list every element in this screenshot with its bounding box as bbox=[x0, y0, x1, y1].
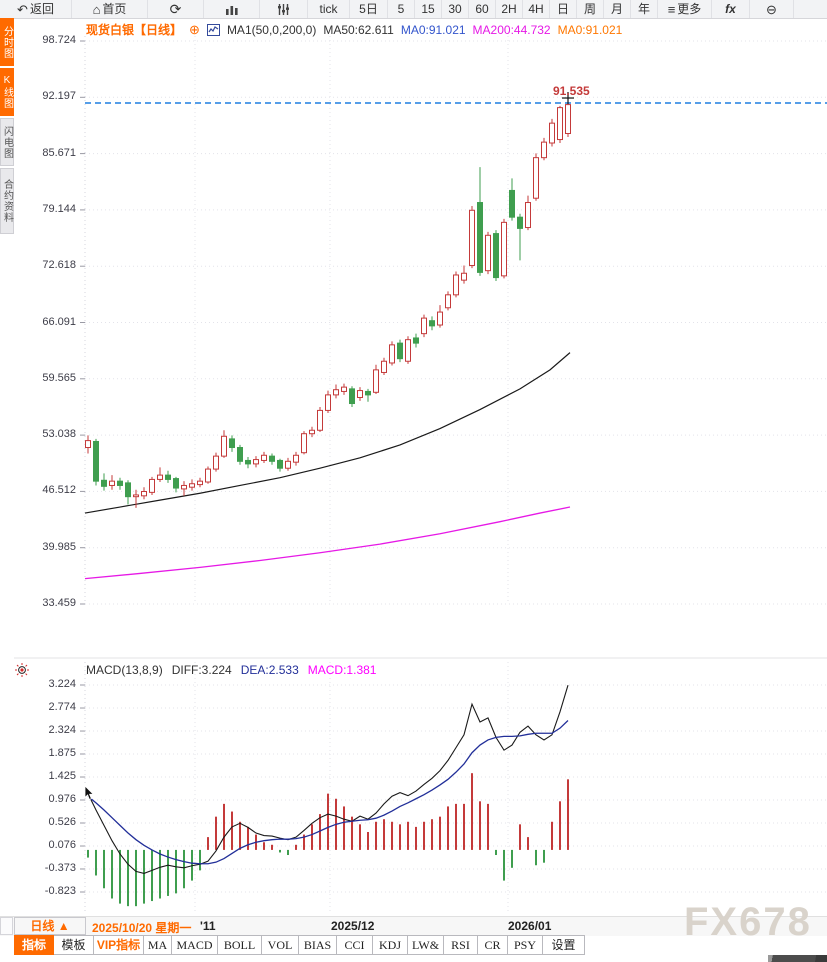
toolbar-more-button[interactable]: ≡ 更多 bbox=[658, 0, 712, 18]
mouse-cursor bbox=[84, 785, 96, 806]
indicator-tab-LW[interactable]: LW& bbox=[408, 935, 444, 955]
toolbar-year-button[interactable]: 年 bbox=[631, 0, 658, 18]
indicator-tab-BIAS[interactable]: BIAS bbox=[299, 935, 337, 955]
toolbar-m15-button[interactable]: 15 bbox=[415, 0, 442, 18]
macd-tick-label: 2.774 bbox=[48, 701, 76, 714]
indicator-tab-CCI[interactable]: CCI bbox=[337, 935, 373, 955]
symbol-name: 现货白银 bbox=[86, 23, 135, 37]
toolbar-home-button[interactable]: ⌂ 首页 bbox=[72, 0, 148, 18]
ma200-value: MA200:44.732 bbox=[472, 22, 551, 37]
watermark: FX678 bbox=[684, 900, 812, 944]
ma50-value: MA50:62.611 bbox=[323, 22, 394, 37]
date-label: 2025/10/20 星期一 bbox=[92, 921, 192, 935]
macd-header: MACD(13,8,9) DIFF:3.224 DEA:2.533 MACD:1… bbox=[86, 663, 376, 677]
price-tick-label: 66.091 bbox=[42, 315, 76, 328]
date-label: '11 bbox=[200, 919, 216, 933]
price-tick-label: 53.038 bbox=[42, 428, 76, 441]
price-tick-label: 85.671 bbox=[42, 146, 76, 159]
macd-tick-label: 1.425 bbox=[48, 770, 76, 783]
toolbar-fx-button[interactable]: fx bbox=[712, 0, 750, 18]
indicator-tab-模板[interactable]: 模板 bbox=[54, 935, 94, 955]
toolbar-zoom-out-icon[interactable]: ⊖ bbox=[750, 0, 794, 18]
sidebar-tab-time-chart[interactable]: 分时图 bbox=[0, 18, 14, 66]
indicator-tab-BOLL[interactable]: BOLL bbox=[218, 935, 262, 955]
toolbar-day-button[interactable]: 日 bbox=[550, 0, 577, 18]
price-tick-label: 33.459 bbox=[42, 597, 76, 609]
toolbar-indicator-icon[interactable] bbox=[260, 0, 308, 18]
date-label: 2026/01 bbox=[508, 919, 552, 933]
price-tick-label: 72.618 bbox=[42, 259, 76, 272]
date-label: 2025/12 bbox=[331, 919, 375, 933]
top-toolbar: ↶ 返回 ⌂ 首页 ⟳ tick 5日 5 15 30 60 2H 4H 日周月年 ≡ 更多 fx ⊖ bbox=[0, 0, 827, 19]
period-selector[interactable]: 日线 ▲ bbox=[14, 917, 86, 935]
toolbar-m5-button[interactable]: 5 bbox=[388, 0, 415, 18]
indicator-tab-KDJ[interactable]: KDJ bbox=[373, 935, 408, 955]
macd-tick-label: -0.373 bbox=[44, 861, 76, 874]
ma-setting-label: MA1(50,0,200,0) bbox=[226, 22, 317, 37]
ma0-orange-value: MA0:91.021 bbox=[557, 22, 623, 37]
date-axis-corner bbox=[0, 917, 13, 935]
indicator-tab-VIP指标[interactable]: VIP指标 bbox=[94, 935, 144, 955]
price-tick-label: 79.144 bbox=[42, 202, 76, 215]
sidebar-tab-lightning-chart[interactable]: 闪电图 bbox=[0, 118, 14, 166]
toolbar-h4-button[interactable]: 4H bbox=[523, 0, 550, 18]
price-tick-label: 92.197 bbox=[42, 90, 76, 103]
indicator-tab-MA[interactable]: MA bbox=[144, 935, 172, 955]
macd-tick-label: 0.526 bbox=[48, 816, 76, 828]
indicator-tab-MACD[interactable]: MACD bbox=[172, 935, 218, 955]
toolbar-chart-type-icon[interactable] bbox=[204, 0, 260, 18]
indicator-tab-指标[interactable]: 指标 bbox=[14, 935, 54, 955]
macd-tick-label: 2.324 bbox=[48, 724, 76, 737]
toolbar-tick-button[interactable]: tick bbox=[308, 0, 350, 18]
toolbar-5d-button[interactable]: 5日 bbox=[350, 0, 388, 18]
period-name: 【日线】 bbox=[134, 23, 183, 37]
dea-value: DEA:2.533 bbox=[240, 663, 299, 677]
toolbar-refresh-icon[interactable]: ⟳ bbox=[148, 0, 204, 18]
macd-value: MACD:1.381 bbox=[307, 663, 377, 677]
date-axis: 日线 ▲ 2025/10/20 星期一 '11 2025/12 2026/01 bbox=[0, 916, 827, 936]
indicator-tab-PSY[interactable]: PSY bbox=[508, 935, 543, 955]
sidebar-tab-kline-chart[interactable]: K线图 bbox=[0, 68, 14, 116]
price-tick-label: 46.512 bbox=[42, 484, 76, 497]
toolbar-back-button[interactable]: ↶ 返回 bbox=[0, 0, 72, 18]
macd-title: MACD(13,8,9) bbox=[86, 663, 163, 677]
last-price-label: 91.535 bbox=[553, 84, 590, 98]
indicator-tab-CR[interactable]: CR bbox=[478, 935, 508, 955]
toolbar-week-button[interactable]: 周 bbox=[577, 0, 604, 18]
macd-tick-label: 0.976 bbox=[48, 792, 76, 805]
toolbar-m30-button[interactable]: 30 bbox=[442, 0, 469, 18]
toolbar-month-button[interactable]: 月 bbox=[604, 0, 631, 18]
indicator-tab-RSI[interactable]: RSI bbox=[444, 935, 478, 955]
macd-tick-label: -0.823 bbox=[44, 885, 76, 897]
corner-scrollbar[interactable] bbox=[768, 955, 827, 962]
indicator-tab-设置[interactable]: 设置 bbox=[543, 935, 585, 955]
macd-tick-label: 0.076 bbox=[48, 839, 76, 852]
ma0-blue-value: MA0:91.021 bbox=[400, 22, 466, 37]
symbol-period-label: 现货白银【日线】 bbox=[86, 21, 182, 38]
indicator-tabs: 指标 模板 VIP指标 MA MACD BOLL VOL BIAS CCI KDJ LW& RSI CR… bbox=[14, 935, 585, 955]
chart-header: 现货白银【日线】 ⊕ MA1(50,0,200,0) MA50:62.611 M… bbox=[86, 21, 622, 38]
sidebar-tab-contract-info[interactable]: 合约资料 bbox=[0, 168, 14, 234]
toolbar-m60-button[interactable]: 60 bbox=[469, 0, 496, 18]
price-tick-label: 39.985 bbox=[42, 540, 76, 553]
macd-settings-icon[interactable] bbox=[14, 662, 30, 683]
add-indicator-icon[interactable]: ⊕ bbox=[189, 21, 200, 37]
macd-tick-label: 3.224 bbox=[48, 678, 76, 690]
price-tick-label: 98.724 bbox=[42, 34, 76, 46]
price-tick-label: 59.565 bbox=[42, 371, 76, 384]
toolbar-h2-button[interactable]: 2H bbox=[496, 0, 523, 18]
indicator-tab-VOL[interactable]: VOL bbox=[262, 935, 299, 955]
left-sidebar: 分时图 K线图闪电图合约资料 bbox=[0, 18, 14, 236]
diff-value: DIFF:3.224 bbox=[171, 663, 232, 677]
macd-tick-label: 1.875 bbox=[48, 747, 76, 759]
kline-mini-icon bbox=[206, 23, 220, 37]
